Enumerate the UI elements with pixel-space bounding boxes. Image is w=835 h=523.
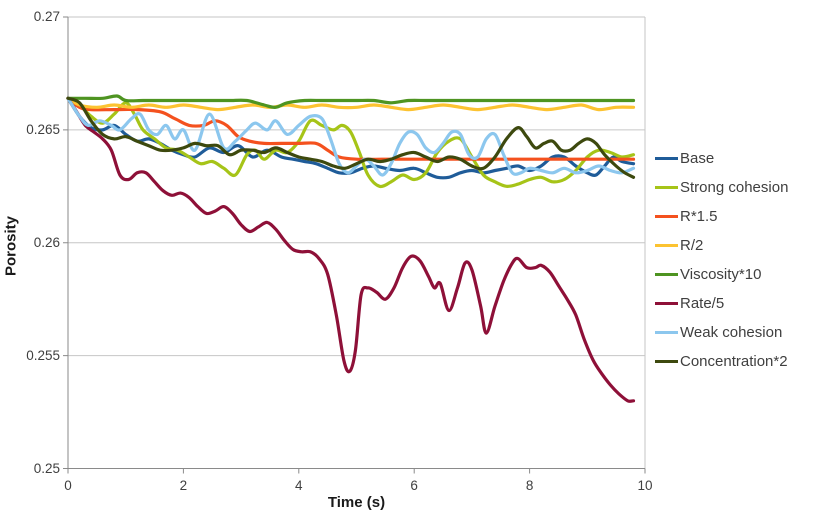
legend-label: Weak cohesion bbox=[680, 324, 783, 341]
legend-line-swatch bbox=[655, 186, 678, 189]
x-tick-label: 4 bbox=[295, 477, 303, 493]
legend-label: Base bbox=[680, 150, 715, 167]
legend: Base Strong cohesion R*1.5 R/2 Viscosity*10 R… bbox=[655, 144, 788, 376]
x-tick-label: 6 bbox=[410, 477, 418, 493]
legend-line-swatch bbox=[655, 244, 678, 247]
x-tick-label: 0 bbox=[64, 477, 72, 493]
legend-label: R/2 bbox=[680, 237, 704, 254]
x-tick-label: 10 bbox=[637, 477, 653, 493]
legend-label: R*1.5 bbox=[680, 208, 718, 225]
y-tick-label: 0.265 bbox=[26, 121, 60, 137]
y-tick-label: 0.26 bbox=[33, 234, 60, 250]
legend-item-rate-5: Rate/5 bbox=[655, 289, 788, 318]
legend-item-weak-cohesion: Weak cohesion bbox=[655, 318, 788, 347]
x-tick-label: 2 bbox=[179, 477, 188, 493]
legend-item-r-1-5: R*1.5 bbox=[655, 202, 788, 231]
series-line-r-2 bbox=[66, 96, 636, 112]
series-line-rate-5 bbox=[66, 96, 636, 403]
legend-item-strong-cohesion: Strong cohesion bbox=[655, 173, 788, 202]
series-line-strong-cohesion bbox=[66, 96, 636, 189]
legend-item-r-2: R/2 bbox=[655, 231, 788, 260]
y-tick-label: 0.255 bbox=[26, 347, 60, 363]
legend-line-swatch bbox=[655, 273, 678, 276]
legend-item-concentration-2: Concentration*2 bbox=[655, 347, 788, 376]
legend-line-swatch bbox=[655, 360, 678, 363]
legend-item-viscosity-10: Viscosity*10 bbox=[655, 260, 788, 289]
legend-label: Concentration*2 bbox=[680, 353, 788, 370]
series-line-r-1-5 bbox=[66, 96, 636, 161]
legend-line-swatch bbox=[655, 157, 678, 160]
legend-label: Viscosity*10 bbox=[680, 266, 762, 283]
y-axis-title: Porosity bbox=[2, 216, 20, 277]
x-axis-title: Time (s) bbox=[327, 494, 386, 511]
y-tick-label: 0.27 bbox=[33, 9, 60, 24]
y-tick-label: 0.25 bbox=[33, 460, 60, 476]
x-tick-label: 8 bbox=[525, 477, 534, 493]
series-line-concentration-2 bbox=[66, 96, 636, 179]
legend-item-base: Base bbox=[655, 144, 788, 173]
legend-line-swatch bbox=[655, 302, 678, 305]
legend-label: Strong cohesion bbox=[680, 179, 789, 196]
legend-label: Rate/5 bbox=[680, 295, 725, 312]
series-line-viscosity-10 bbox=[66, 94, 636, 109]
legend-line-swatch bbox=[655, 331, 678, 334]
legend-line-swatch bbox=[655, 215, 678, 218]
